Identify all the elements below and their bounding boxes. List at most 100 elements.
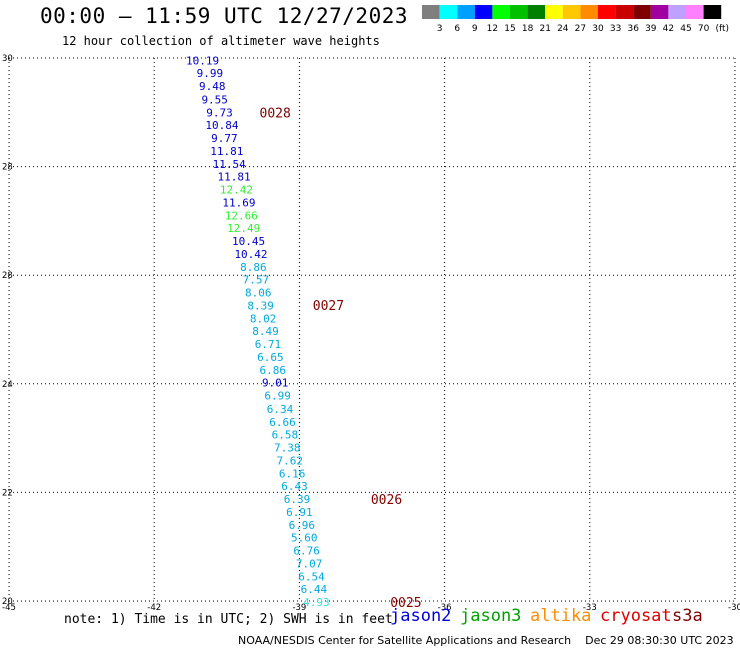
legend-swatch (703, 5, 722, 19)
legend-label: 21 (539, 24, 550, 34)
swh-value: 6.16 (279, 467, 306, 480)
x-tick-label: -36 (438, 603, 452, 613)
time-marker: 0025 (390, 596, 421, 611)
swh-value: 7.07 (296, 558, 323, 571)
swh-value: 11.54 (213, 158, 246, 171)
swh-value: 12.66 (225, 209, 258, 222)
satellite-altika: altika (530, 606, 592, 626)
map-grid (8, 57, 736, 602)
legend-swatch (598, 5, 616, 19)
legend-swatch (474, 5, 493, 19)
axis-ticks: -45 -42 -39 -36 -33 -30 20 22 24 28 28 30 (2, 54, 740, 613)
time-marker: 0027 (313, 299, 344, 314)
legend-swatch (580, 5, 598, 19)
legend-label: 70 (698, 24, 710, 34)
legend-label: 15 (504, 24, 515, 34)
swh-value: 4.93 (303, 596, 330, 609)
swh-value: 9.01 (262, 377, 289, 390)
legend-swatch (510, 5, 528, 19)
legend-label: 42 (663, 24, 674, 34)
legend-swatch (615, 5, 634, 19)
legend-swatch (422, 5, 440, 19)
legend-label: 30 (592, 24, 604, 34)
swh-value: 10.45 (232, 235, 265, 248)
time-markers: 0028 0027 0026 0025 (260, 106, 422, 611)
legend-swatch (545, 5, 563, 19)
swh-value: 6.44 (301, 583, 328, 596)
swh-value: 9.99 (197, 67, 224, 80)
swh-value: 10.42 (234, 248, 267, 261)
swh-value: 11.81 (217, 170, 250, 183)
swh-value: 6.96 (289, 519, 316, 532)
y-tick-label: 24 (2, 380, 13, 390)
y-tick-label: 28 (2, 271, 13, 281)
x-tick-label: -39 (292, 603, 306, 613)
swh-value: 6.39 (284, 493, 311, 506)
legend-swatch (562, 5, 581, 19)
legend-label: 27 (575, 24, 586, 34)
legend-label: 36 (627, 24, 639, 34)
satellite-jason3: jason3 (460, 606, 522, 626)
legend-swatch (668, 5, 686, 19)
observations: 10.199.999.489.559.7310.849.7711.8111.54… (186, 55, 330, 609)
swh-value: 8.49 (252, 325, 279, 338)
legend-swatch (439, 5, 458, 19)
swh-value: 6.65 (257, 351, 284, 364)
y-tick-label: 22 (2, 488, 13, 498)
swh-value: 12.42 (220, 183, 253, 196)
swh-value: 6.54 (298, 571, 325, 584)
legend-label: 33 (610, 24, 621, 34)
swh-value: 6.76 (293, 545, 320, 558)
satellite-cryosat: cryosat (600, 606, 672, 626)
y-tick-label: 28 (2, 163, 13, 173)
swh-value: 10.84 (205, 119, 238, 132)
legend-swatch (492, 5, 510, 19)
legend-label: 12 (487, 24, 498, 34)
swh-value: 6.99 (264, 390, 291, 403)
legend-unit: (ft) (715, 24, 729, 34)
legend-swatch (527, 5, 546, 19)
swh-value: 9.48 (199, 80, 226, 93)
swh-value: 5.60 (291, 531, 318, 544)
swh-value: 8.02 (250, 313, 277, 326)
swh-value: 7.57 (243, 274, 270, 287)
swh-value: 9.73 (206, 106, 233, 119)
swh-value: 11.69 (222, 196, 255, 209)
swh-value: 6.66 (269, 416, 296, 429)
color-legend: 3 6 9 12 15 18 21 24 27 30 33 36 39 42 45 70 (ft) (422, 5, 729, 34)
swh-value: 7.38 (274, 441, 301, 454)
x-tick-label: -33 (583, 603, 597, 613)
swh-value: 6.86 (260, 364, 287, 377)
legend-swatch (650, 5, 669, 19)
footnote: note: 1) Time is in UTC; 2) SWH is in fe… (64, 612, 393, 627)
footer-credit: NOAA/NESDIS Center for Satellite Applica… (238, 634, 734, 647)
x-tick-label: -45 (2, 603, 16, 613)
swh-value: 9.55 (201, 93, 228, 106)
page-title: 00:00 – 11:59 UTC 12/27/2023 (40, 4, 409, 28)
legend-label: 39 (645, 24, 657, 34)
legend-label: 24 (557, 24, 569, 34)
satellite-jason2: jason2 (390, 606, 452, 626)
swh-value: 8.39 (247, 300, 274, 313)
legend-swatch (633, 5, 651, 19)
swh-value: 9.77 (211, 132, 238, 145)
swh-value: 11.81 (210, 145, 243, 158)
x-tick-label: -30 (728, 603, 740, 613)
legend-label: 6 (454, 24, 460, 34)
swh-value: 10.19 (186, 55, 219, 68)
legend-label: 45 (680, 24, 691, 34)
legend-swatch (457, 5, 475, 19)
x-tick-label: -42 (147, 603, 161, 613)
legend-label: 9 (472, 24, 478, 34)
swh-value: 7.62 (276, 454, 303, 467)
swh-value: 6.58 (272, 428, 299, 441)
swh-value: 8.86 (240, 261, 267, 274)
swh-value: 6.71 (255, 338, 282, 351)
time-marker: 0028 (260, 106, 291, 121)
legend-label: 18 (522, 24, 534, 34)
swh-value: 6.43 (281, 480, 308, 493)
satellite-s3a: s3a (672, 606, 703, 626)
legend-label: 3 (437, 24, 443, 34)
legend-swatch (686, 5, 704, 19)
